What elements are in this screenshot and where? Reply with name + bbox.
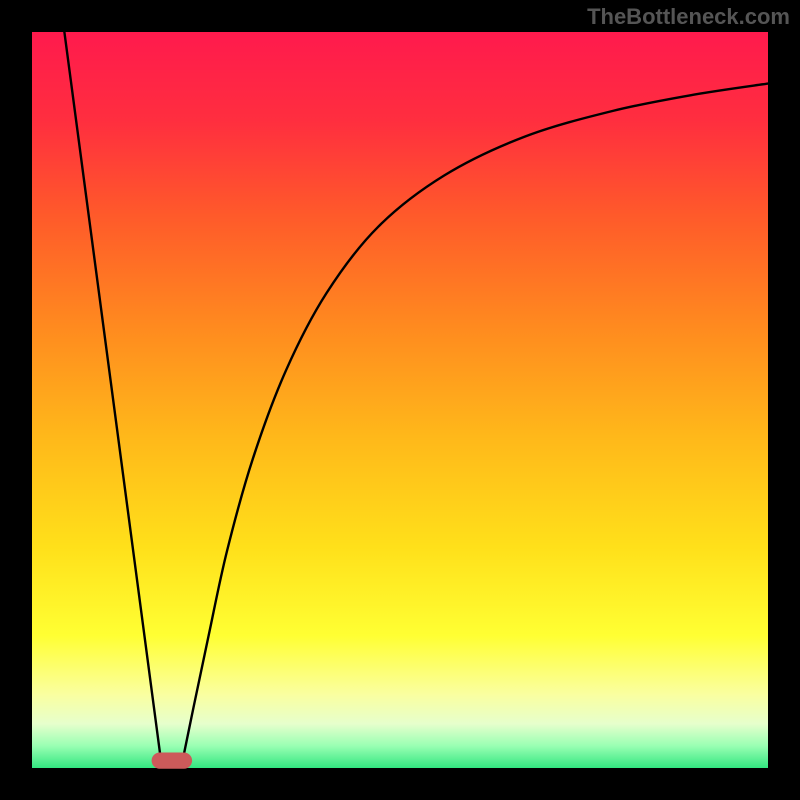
plot-background: [32, 32, 768, 768]
watermark-text: TheBottleneck.com: [587, 4, 790, 30]
bottleneck-chart: [0, 0, 800, 800]
chart-container: TheBottleneck.com: [0, 0, 800, 800]
optimum-marker: [152, 753, 192, 769]
